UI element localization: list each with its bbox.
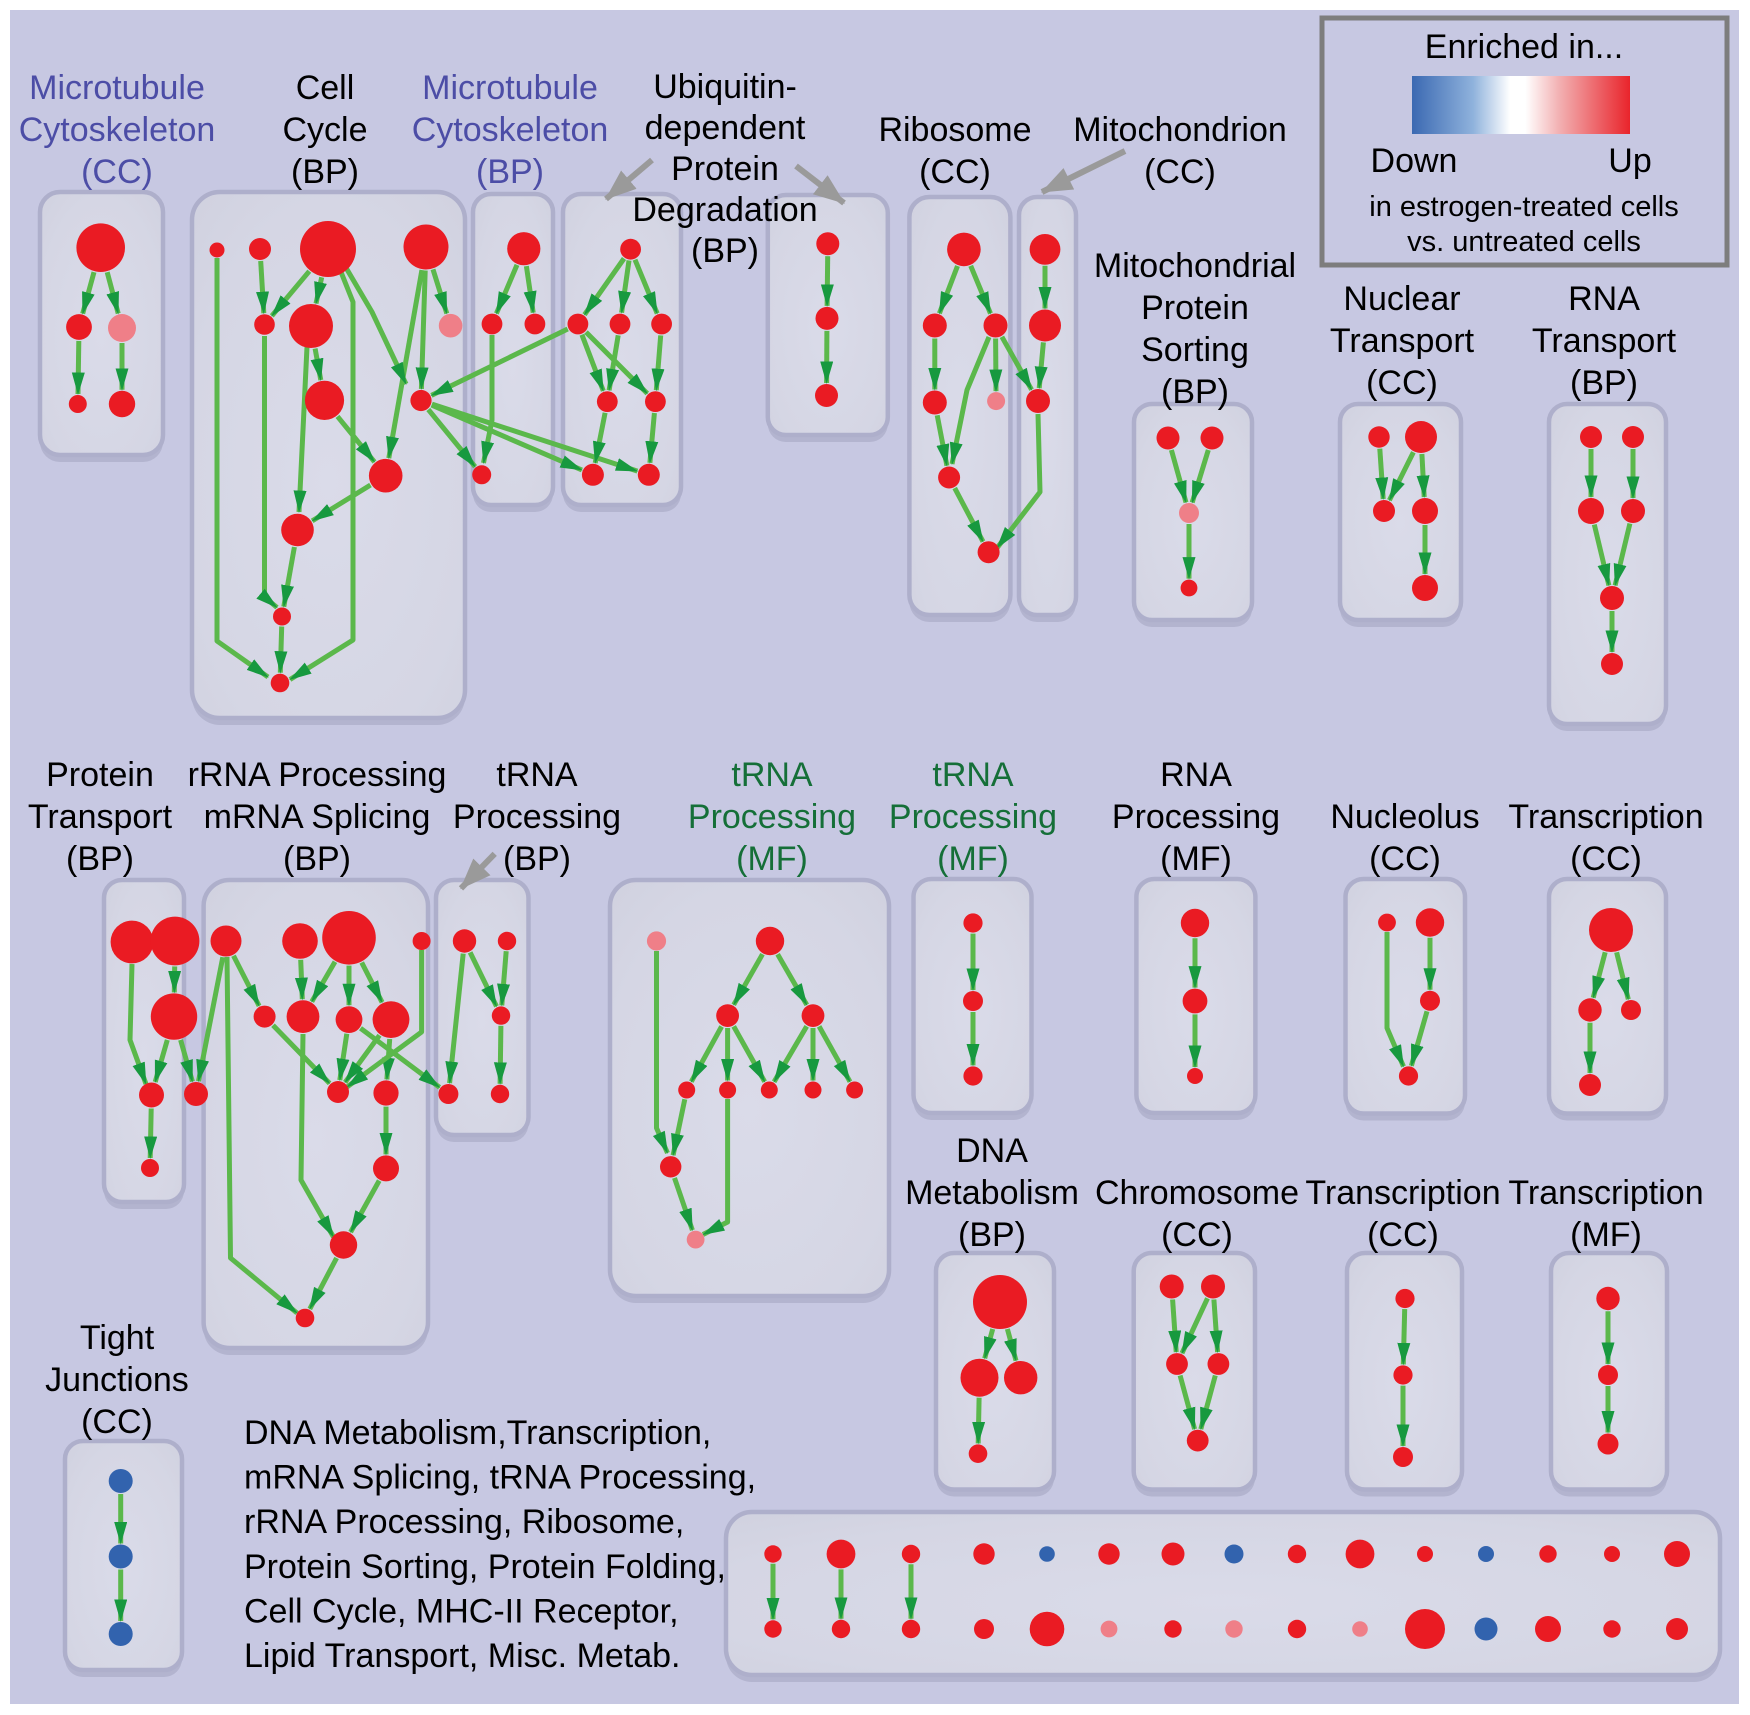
svg-text:(BP): (BP) xyxy=(1161,373,1229,411)
svg-text:DNA: DNA xyxy=(956,1132,1028,1170)
svg-text:(BP): (BP) xyxy=(291,153,359,191)
svg-text:Protein: Protein xyxy=(671,150,779,188)
svg-text:(BP): (BP) xyxy=(283,840,351,878)
svg-text:Protein: Protein xyxy=(46,756,154,794)
svg-text:Transcription: Transcription xyxy=(1508,798,1703,836)
svg-text:(CC): (CC) xyxy=(1161,1216,1233,1254)
svg-text:Processing: Processing xyxy=(889,798,1057,836)
svg-text:Processing: Processing xyxy=(688,798,856,836)
svg-text:(MF): (MF) xyxy=(1570,1216,1642,1254)
svg-text:Up: Up xyxy=(1608,142,1651,180)
svg-text:Processing: Processing xyxy=(453,798,621,836)
svg-text:mRNA Splicing: mRNA Splicing xyxy=(204,798,431,836)
svg-text:(BP): (BP) xyxy=(691,232,759,270)
svg-text:(BP): (BP) xyxy=(1570,364,1638,402)
svg-text:(CC): (CC) xyxy=(919,153,991,191)
svg-text:Junctions: Junctions xyxy=(45,1361,189,1399)
svg-text:(BP): (BP) xyxy=(476,153,544,191)
svg-text:Protein: Protein xyxy=(1141,289,1249,327)
svg-text:Nuclear: Nuclear xyxy=(1343,280,1460,318)
svg-text:tRNA: tRNA xyxy=(731,756,813,794)
svg-text:RNA: RNA xyxy=(1568,280,1640,318)
svg-text:Tight: Tight xyxy=(80,1319,155,1357)
svg-text:Protein Sorting, Protein Foldi: Protein Sorting, Protein Folding, xyxy=(244,1548,726,1586)
svg-text:Nucleolus: Nucleolus xyxy=(1330,798,1479,836)
svg-text:(CC): (CC) xyxy=(81,1403,153,1441)
svg-text:Transport: Transport xyxy=(28,798,173,836)
svg-text:Processing: Processing xyxy=(1112,798,1280,836)
svg-text:Cell: Cell xyxy=(296,69,355,107)
svg-text:Transcription: Transcription xyxy=(1305,1174,1500,1212)
svg-text:Lipid Transport, Misc. Metab.: Lipid Transport, Misc. Metab. xyxy=(244,1637,681,1675)
svg-text:(MF): (MF) xyxy=(736,840,808,878)
svg-text:Cytoskeleton: Cytoskeleton xyxy=(19,111,216,149)
svg-text:tRNA: tRNA xyxy=(496,756,578,794)
svg-text:(MF): (MF) xyxy=(937,840,1009,878)
svg-text:(CC): (CC) xyxy=(1366,364,1438,402)
svg-text:Metabolism: Metabolism xyxy=(905,1174,1079,1212)
svg-text:Mitochondrial: Mitochondrial xyxy=(1094,247,1296,285)
svg-text:Transport: Transport xyxy=(1532,322,1677,360)
svg-text:vs. untreated cells: vs. untreated cells xyxy=(1407,226,1641,258)
svg-text:dependent: dependent xyxy=(645,109,806,147)
svg-text:(CC): (CC) xyxy=(81,153,153,191)
svg-text:Cell Cycle, MHC-II Receptor,: Cell Cycle, MHC-II Receptor, xyxy=(244,1592,679,1630)
svg-text:Transport: Transport xyxy=(1330,322,1475,360)
svg-text:tRNA: tRNA xyxy=(932,756,1014,794)
svg-text:(BP): (BP) xyxy=(503,840,571,878)
svg-text:Down: Down xyxy=(1371,142,1458,180)
svg-text:Sorting: Sorting xyxy=(1141,331,1249,369)
svg-text:(BP): (BP) xyxy=(66,840,134,878)
svg-text:Chromosome: Chromosome xyxy=(1095,1174,1299,1212)
svg-text:(CC): (CC) xyxy=(1369,840,1441,878)
svg-text:Ubiquitin-: Ubiquitin- xyxy=(653,68,797,106)
svg-text:(CC): (CC) xyxy=(1144,153,1216,191)
svg-text:(MF): (MF) xyxy=(1160,840,1232,878)
svg-text:Microtubule: Microtubule xyxy=(422,69,598,107)
svg-text:Microtubule: Microtubule xyxy=(29,69,205,107)
svg-text:(CC): (CC) xyxy=(1570,840,1642,878)
svg-text:(BP): (BP) xyxy=(958,1216,1026,1254)
svg-text:Cytoskeleton: Cytoskeleton xyxy=(412,111,609,149)
svg-text:Cycle: Cycle xyxy=(282,111,367,149)
svg-text:RNA: RNA xyxy=(1160,756,1232,794)
svg-text:mRNA Splicing, tRNA Processing: mRNA Splicing, tRNA Processing, xyxy=(244,1459,756,1497)
svg-text:(CC): (CC) xyxy=(1367,1216,1439,1254)
svg-text:Degradation: Degradation xyxy=(632,191,817,229)
svg-text:Transcription: Transcription xyxy=(1508,1174,1703,1212)
svg-text:Enriched in...: Enriched in... xyxy=(1425,28,1623,66)
svg-text:Mitochondrion: Mitochondrion xyxy=(1073,111,1287,149)
svg-text:Ribosome: Ribosome xyxy=(878,111,1031,149)
svg-text:in estrogen-treated cells: in estrogen-treated cells xyxy=(1369,191,1679,223)
svg-text:DNA Metabolism,Transcription,: DNA Metabolism,Transcription, xyxy=(244,1414,711,1452)
svg-text:rRNA Processing, Ribosome,: rRNA Processing, Ribosome, xyxy=(244,1503,684,1541)
svg-text:rRNA Processing: rRNA Processing xyxy=(188,756,447,794)
